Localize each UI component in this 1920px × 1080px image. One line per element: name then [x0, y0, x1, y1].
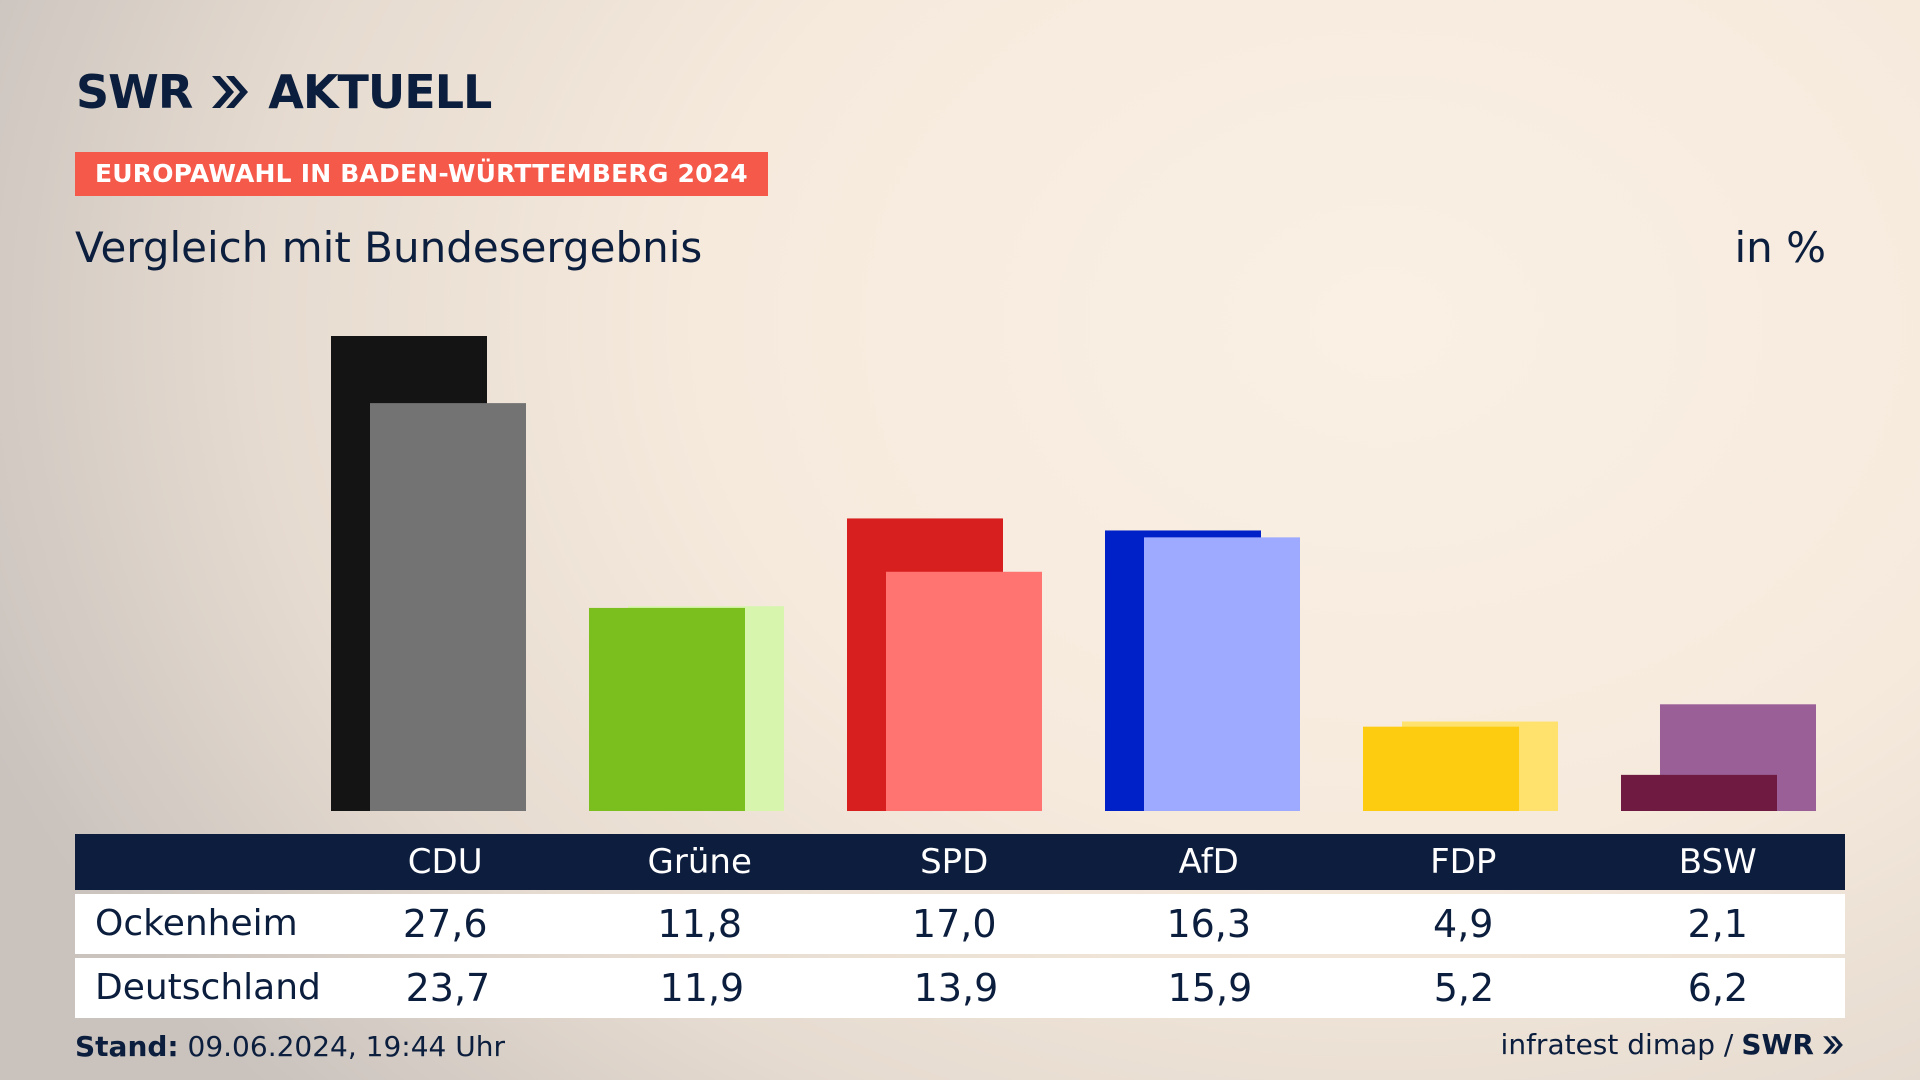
- party-label-spd: SPD: [920, 842, 989, 882]
- table-row-deutschland: Deutschland 23,7 11,9 13,9 15,9 5,2 6,2: [75, 958, 1845, 1018]
- value-ockenheim-afd: 16,3: [1166, 902, 1252, 946]
- source-text: infratest dimap /: [1500, 1028, 1734, 1061]
- bar-ockenheim-gruene: [589, 607, 745, 811]
- swr-aktuell-logo: SWR AKTUELL: [76, 65, 492, 119]
- bar-chart: [331, 336, 1816, 811]
- table-header: CDU Grüne SPD AfD FDP BSW: [75, 834, 1845, 890]
- logo-aktuell-text: AKTUELL: [268, 65, 492, 119]
- bar-deutschland-cdu: [370, 403, 526, 811]
- value-deutschland-bsw: 6,2: [1687, 966, 1749, 1010]
- source-chevron-icon: [1823, 1036, 1843, 1054]
- value-deutschland-gruene: 11,9: [659, 966, 745, 1010]
- results-table: CDU Grüne SPD AfD FDP BSW Ockenheim 27,6…: [75, 834, 1845, 1018]
- source-credit: infratest dimap / SWR: [1501, 1028, 1844, 1062]
- party-label-gruene: Grüne: [647, 842, 752, 882]
- table-header-empty: [75, 834, 318, 890]
- value-deutschland-fdp: 5,2: [1433, 966, 1495, 1010]
- election-badge: EUROPAWAHL IN BADEN-WÜRTTEMBERG 2024: [75, 152, 768, 196]
- bar-deutschland-spd: [886, 571, 1042, 811]
- party-label-afd: AfD: [1178, 842, 1239, 882]
- unit-label: in %: [1734, 223, 1826, 272]
- party-label-bsw: BSW: [1678, 842, 1757, 882]
- value-ockenheim-bsw: 2,1: [1687, 902, 1748, 946]
- table-row-ockenheim: Ockenheim 27,6 11,8 17,0 16,3 4,9 2,1: [75, 894, 1845, 954]
- bar-ockenheim-fdp: [1363, 726, 1519, 811]
- party-label-fdp: FDP: [1430, 842, 1497, 882]
- timestamp: Stand: 09.06.2024, 19:44 Uhr: [75, 1030, 505, 1064]
- value-ockenheim-spd: 17,0: [911, 902, 997, 946]
- double-chevron-icon: [212, 76, 249, 108]
- row-label-deutschland: Deutschland: [95, 967, 321, 1008]
- value-ockenheim-gruene: 11,8: [657, 902, 743, 946]
- value-deutschland-cdu: 23,7: [405, 966, 491, 1010]
- stand-value: 09.06.2024, 19:44 Uhr: [187, 1030, 505, 1063]
- party-label-cdu: CDU: [407, 842, 483, 882]
- bar-deutschland-afd: [1144, 537, 1300, 811]
- value-ockenheim-fdp: 4,9: [1433, 902, 1494, 946]
- value-deutschland-afd: 15,9: [1167, 966, 1253, 1010]
- row-label-ockenheim: Ockenheim: [95, 903, 298, 944]
- chart-subtitle: Vergleich mit Bundesergebnis: [75, 223, 703, 272]
- stand-label: Stand:: [75, 1030, 179, 1063]
- bar-ockenheim-bsw: [1621, 774, 1777, 811]
- source-logo-text: SWR: [1741, 1028, 1814, 1061]
- value-deutschland-spd: 13,9: [913, 966, 999, 1010]
- logo-swr-text: SWR: [76, 65, 193, 119]
- value-ockenheim-cdu: 27,6: [402, 902, 488, 946]
